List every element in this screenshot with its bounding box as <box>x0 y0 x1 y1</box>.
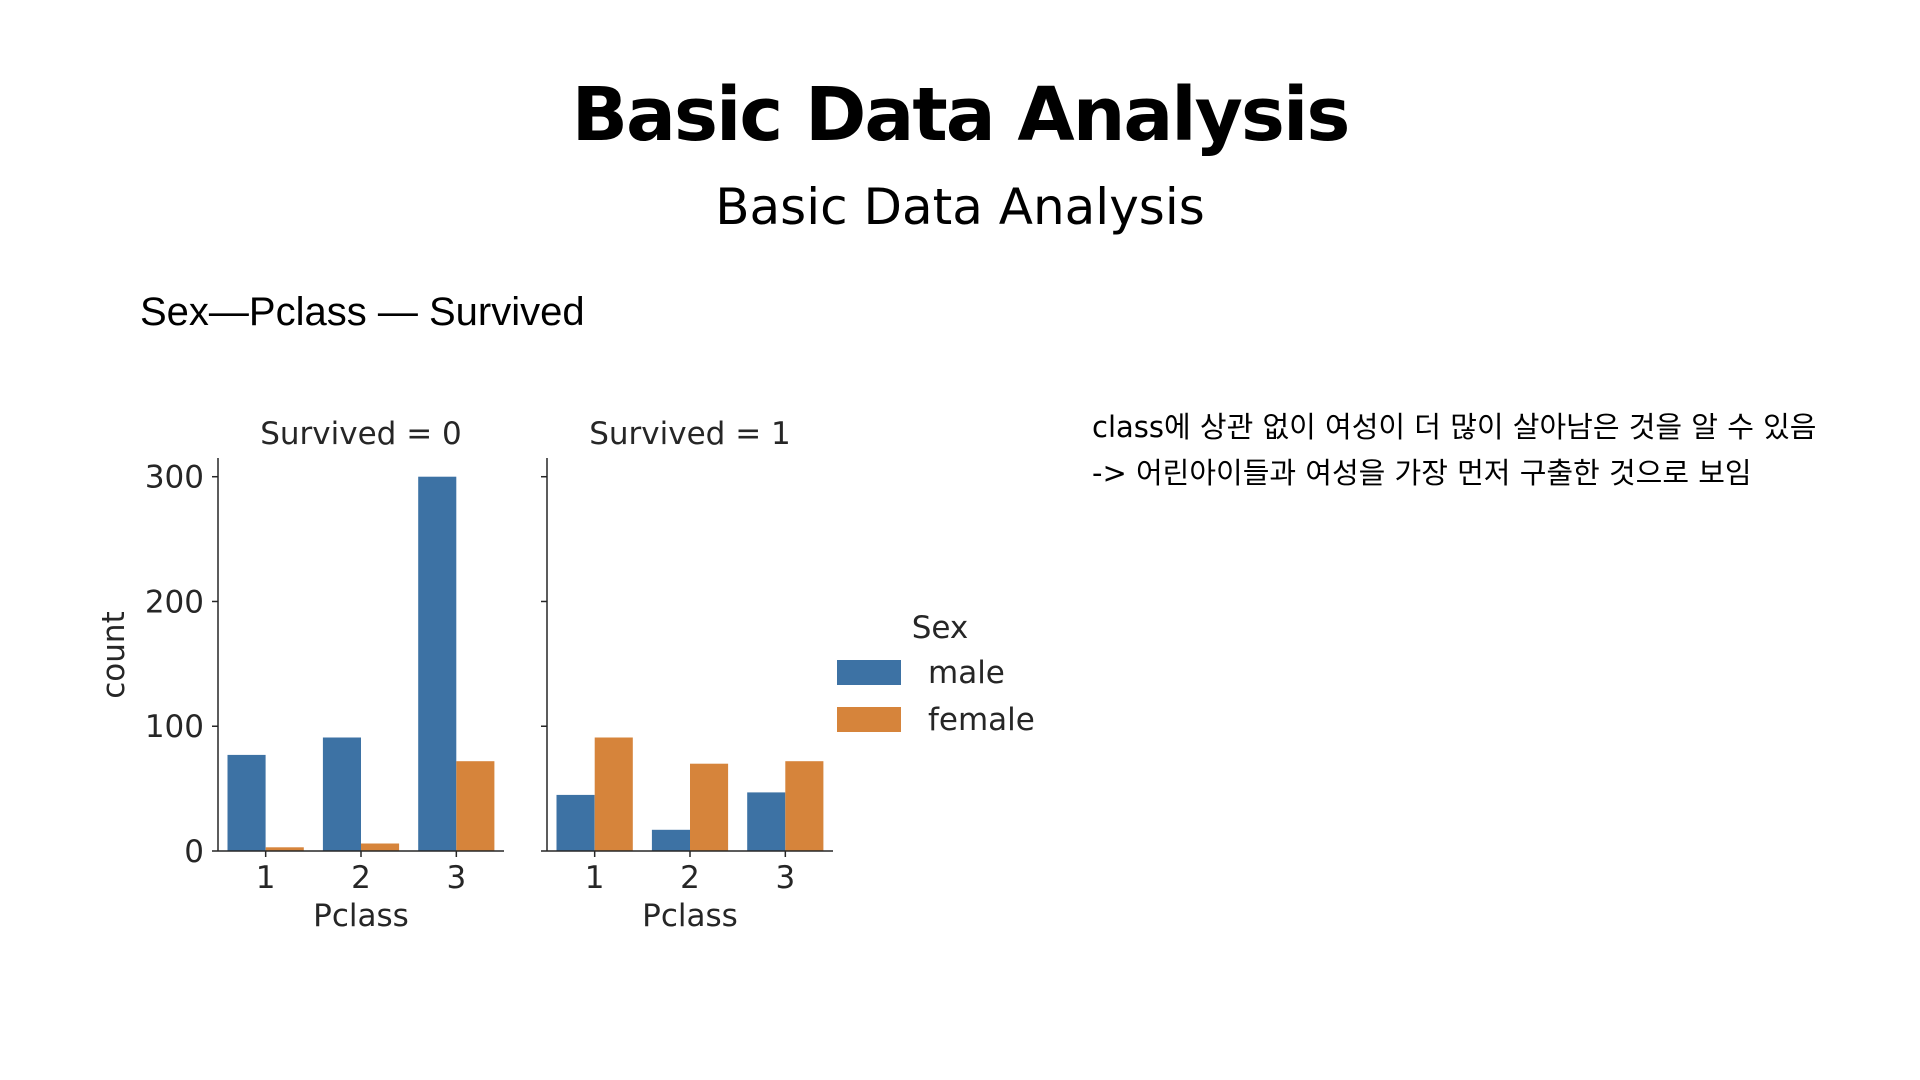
x-tick-label: 2 <box>351 860 371 896</box>
note-line-2: -> 어린아이들과 여성을 가장 먼저 구출한 것으로 보임 <box>1092 456 1752 490</box>
bar-male-pclass-3 <box>747 792 786 851</box>
bar-female-pclass-1 <box>265 847 304 851</box>
note-line-1: class에 상관 없이 여성이 더 많이 살아남은 것을 알 수 있음 <box>1092 410 1817 444</box>
bar-male-pclass-1 <box>227 754 266 851</box>
bar-female-pclass-3 <box>785 761 824 851</box>
legend-swatch-female <box>837 707 901 732</box>
slide-subtitle: Basic Data Analysis <box>715 178 1205 236</box>
bar-male-pclass-2 <box>651 829 690 851</box>
x-tick-label: 3 <box>446 860 466 896</box>
panel-title: Survived = 0 <box>260 416 462 452</box>
y-tick-label: 0 <box>184 834 204 870</box>
bar-male-pclass-2 <box>322 737 361 851</box>
bar-female-pclass-2 <box>690 763 729 851</box>
panel-title: Survived = 1 <box>589 416 791 452</box>
bar-male-pclass-3 <box>418 476 457 851</box>
legend-title: Sex <box>912 610 969 646</box>
legend-label-female: female <box>928 702 1035 738</box>
bar-female-pclass-3 <box>456 761 495 851</box>
y-tick-label: 300 <box>145 460 204 496</box>
x-tick-label: 2 <box>680 860 700 896</box>
legend-label-male: male <box>928 655 1005 691</box>
slide-title: Basic Data Analysis <box>571 72 1351 158</box>
y-tick-label: 200 <box>145 584 204 620</box>
analysis-note: class에 상관 없이 여성이 더 많이 살아남은 것을 알 수 있음 -> … <box>1092 404 1816 496</box>
x-tick-label: 3 <box>775 860 795 896</box>
x-tick-label: 1 <box>585 860 605 896</box>
bar-female-pclass-2 <box>361 843 400 851</box>
x-axis-label: Pclass <box>642 898 738 934</box>
section-heading: Sex—Pclass — Survived <box>140 290 585 334</box>
bar-female-pclass-1 <box>594 737 633 851</box>
x-axis-label: Pclass <box>313 898 409 934</box>
y-axis-label: count <box>96 611 132 698</box>
x-tick-label: 1 <box>256 860 276 896</box>
y-tick-label: 100 <box>145 709 204 745</box>
bar-male-pclass-1 <box>556 794 595 851</box>
legend-swatch-male <box>837 660 901 685</box>
